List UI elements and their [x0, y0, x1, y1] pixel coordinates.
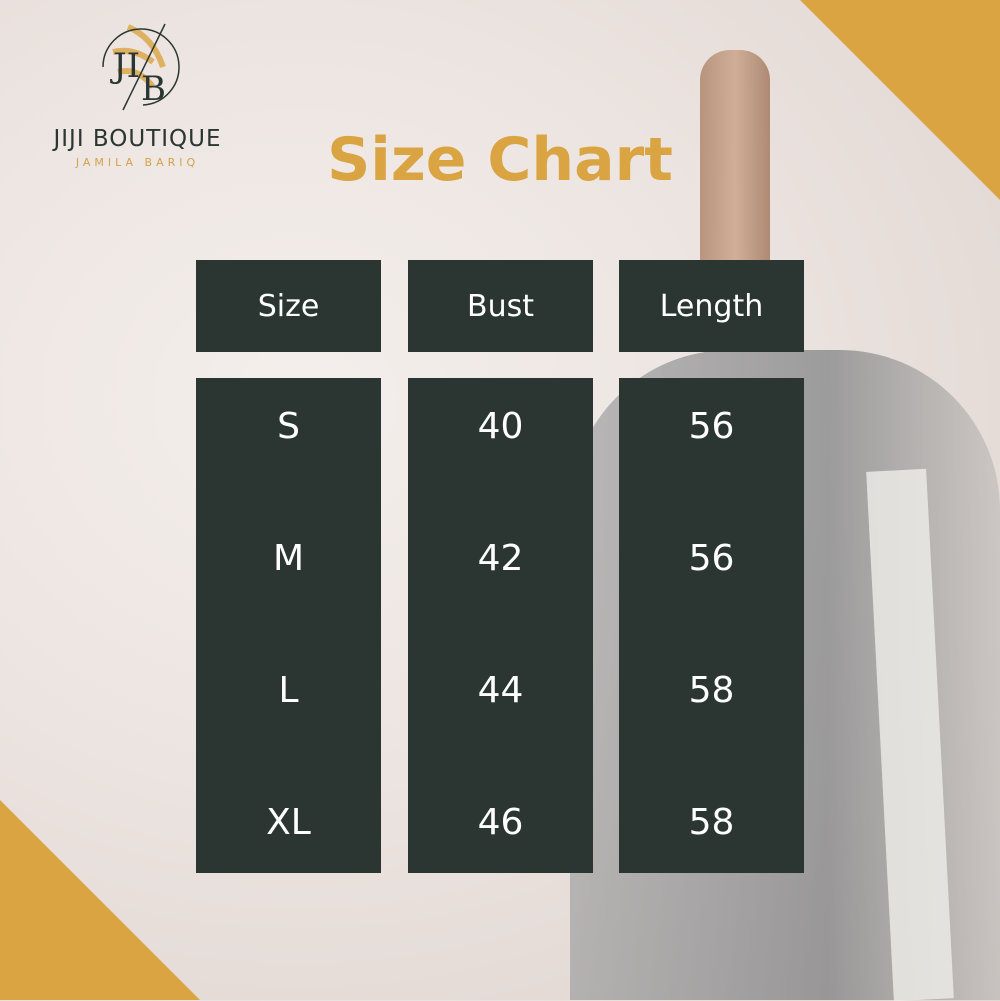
cell-length: 56 — [688, 406, 735, 447]
gold-corner-top-right — [800, 0, 1000, 200]
header-length: Length — [619, 260, 804, 352]
brand-tagline: JAMILA BARIQ — [75, 156, 200, 169]
cell-bust: 42 — [477, 538, 524, 579]
mannequin-neck — [700, 50, 770, 280]
cell-size: M — [272, 538, 305, 579]
cell-length: 58 — [688, 802, 735, 843]
column-size: S M L XL — [196, 378, 381, 873]
cell-length: 56 — [688, 538, 735, 579]
cell-bust: 46 — [477, 802, 524, 843]
cell-size: L — [278, 670, 299, 711]
column-bust: 40 42 44 46 — [408, 378, 593, 873]
brand-logo: JI B JIJI BOUTIQUE JAMILA BARIQ — [25, 12, 250, 169]
gold-corner-bottom-left — [0, 800, 200, 1000]
header-size: Size — [196, 260, 381, 352]
svg-text:JI: JI — [110, 46, 140, 86]
column-length: 56 56 58 58 — [619, 378, 804, 873]
monogram-icon: JI B — [101, 23, 180, 111]
svg-text:B: B — [141, 69, 166, 109]
cell-bust: 44 — [477, 670, 524, 711]
cell-length: 58 — [688, 670, 735, 711]
cell-size: XL — [266, 802, 311, 843]
cell-bust: 40 — [477, 406, 524, 447]
cell-size: S — [277, 406, 300, 447]
header-bust: Bust — [408, 260, 593, 352]
brand-name: JIJI BOUTIQUE — [53, 126, 222, 152]
page-title: Size Chart — [327, 125, 673, 195]
